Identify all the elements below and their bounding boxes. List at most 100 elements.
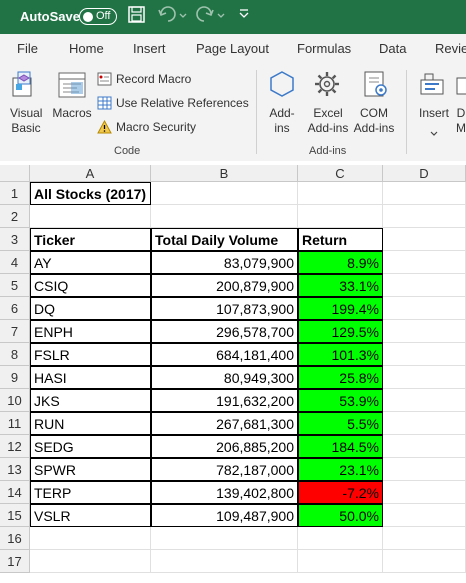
design-mode-button[interactable]: D M bbox=[456, 106, 466, 135]
volume-cell[interactable]: 684,181,400 bbox=[151, 343, 298, 366]
volume-cell[interactable]: 782,187,000 bbox=[151, 458, 298, 481]
cell[interactable] bbox=[298, 205, 383, 228]
cell[interactable] bbox=[30, 527, 151, 550]
com-add-ins-icon[interactable] bbox=[361, 70, 389, 98]
return-cell[interactable]: 23.1% bbox=[298, 458, 383, 481]
tab-data[interactable]: Data bbox=[379, 41, 407, 56]
return-cell[interactable]: 8.9% bbox=[298, 251, 383, 274]
cell[interactable] bbox=[383, 366, 466, 389]
cell[interactable] bbox=[383, 527, 466, 550]
add-ins-button[interactable]: Add-ins bbox=[269, 106, 295, 135]
volume-cell[interactable]: 109,487,900 bbox=[151, 504, 298, 527]
return-cell[interactable]: 33.1% bbox=[298, 274, 383, 297]
volume-cell[interactable]: 200,879,900 bbox=[151, 274, 298, 297]
ticker-cell[interactable]: FSLR bbox=[30, 343, 151, 366]
sheet-title-cell[interactable]: All Stocks (2017) bbox=[30, 182, 151, 205]
macro-security-button[interactable]: Macro Security bbox=[116, 120, 197, 134]
cell[interactable] bbox=[383, 504, 466, 527]
tab-home[interactable]: Home bbox=[69, 41, 104, 56]
visual-basic-button[interactable]: Visual Basic bbox=[10, 106, 43, 135]
volume-cell[interactable]: 206,885,200 bbox=[151, 435, 298, 458]
cell[interactable] bbox=[383, 251, 466, 274]
cell[interactable] bbox=[298, 550, 383, 573]
column-header-c[interactable]: C bbox=[298, 165, 383, 182]
cell[interactable] bbox=[30, 550, 151, 573]
cell[interactable] bbox=[383, 205, 466, 228]
header-cell[interactable]: Ticker bbox=[30, 228, 151, 251]
row-header[interactable]: 1 bbox=[0, 182, 30, 205]
cell[interactable] bbox=[383, 389, 466, 412]
return-cell[interactable]: 53.9% bbox=[298, 389, 383, 412]
cell[interactable] bbox=[383, 228, 466, 251]
chevron-down-icon[interactable] bbox=[430, 124, 438, 142]
excel-add-ins-button[interactable]: Excel Add-ins bbox=[307, 106, 349, 135]
return-cell[interactable]: -7.2% bbox=[298, 481, 383, 504]
macros-button[interactable]: Macros bbox=[52, 106, 92, 120]
row-header[interactable]: 11 bbox=[0, 412, 30, 435]
com-add-ins-button[interactable]: COM Add-ins bbox=[353, 106, 395, 135]
macros-icon[interactable] bbox=[57, 70, 87, 100]
cell[interactable] bbox=[383, 481, 466, 504]
column-header-a[interactable]: A bbox=[30, 165, 151, 182]
redo-icon[interactable] bbox=[196, 6, 226, 26]
return-cell[interactable]: 129.5% bbox=[298, 320, 383, 343]
row-header[interactable]: 3 bbox=[0, 228, 30, 251]
row-header[interactable]: 16 bbox=[0, 527, 30, 550]
cell[interactable] bbox=[151, 527, 298, 550]
cell[interactable] bbox=[383, 550, 466, 573]
cell[interactable] bbox=[383, 320, 466, 343]
ticker-cell[interactable]: AY bbox=[30, 251, 151, 274]
visual-basic-icon[interactable] bbox=[10, 70, 40, 100]
excel-add-ins-icon[interactable] bbox=[313, 70, 341, 98]
select-all-corner[interactable] bbox=[0, 165, 30, 182]
ticker-cell[interactable]: CSIQ bbox=[30, 274, 151, 297]
row-header[interactable]: 8 bbox=[0, 343, 30, 366]
cell[interactable] bbox=[383, 435, 466, 458]
column-header-d[interactable]: D bbox=[383, 165, 466, 182]
add-ins-icon[interactable] bbox=[268, 70, 296, 98]
cell[interactable] bbox=[383, 182, 466, 205]
insert-controls-icon[interactable] bbox=[419, 72, 447, 98]
cell[interactable] bbox=[151, 550, 298, 573]
return-cell[interactable]: 50.0% bbox=[298, 504, 383, 527]
cell[interactable] bbox=[298, 182, 383, 205]
customize-toolbar-icon[interactable] bbox=[238, 6, 250, 26]
ticker-cell[interactable]: RUN bbox=[30, 412, 151, 435]
cell[interactable] bbox=[298, 527, 383, 550]
cell[interactable] bbox=[383, 343, 466, 366]
volume-cell[interactable]: 83,079,900 bbox=[151, 251, 298, 274]
cell[interactable] bbox=[383, 458, 466, 481]
cell[interactable] bbox=[383, 412, 466, 435]
return-cell[interactable]: 101.3% bbox=[298, 343, 383, 366]
row-header[interactable]: 5 bbox=[0, 274, 30, 297]
row-header[interactable]: 7 bbox=[0, 320, 30, 343]
return-cell[interactable]: 199.4% bbox=[298, 297, 383, 320]
save-icon[interactable] bbox=[128, 6, 145, 26]
cell[interactable] bbox=[30, 205, 151, 228]
ticker-cell[interactable]: SEDG bbox=[30, 435, 151, 458]
row-header[interactable]: 14 bbox=[0, 481, 30, 504]
design-mode-icon[interactable] bbox=[455, 74, 466, 98]
ticker-cell[interactable]: DQ bbox=[30, 297, 151, 320]
ticker-cell[interactable]: HASI bbox=[30, 366, 151, 389]
volume-cell[interactable]: 139,402,800 bbox=[151, 481, 298, 504]
row-header[interactable]: 13 bbox=[0, 458, 30, 481]
row-header[interactable]: 2 bbox=[0, 205, 30, 228]
ticker-cell[interactable]: JKS bbox=[30, 389, 151, 412]
autosave-toggle[interactable]: Off bbox=[79, 8, 117, 25]
header-cell[interactable]: Return bbox=[298, 228, 383, 251]
header-cell[interactable]: Total Daily Volume bbox=[151, 228, 298, 251]
volume-cell[interactable]: 296,578,700 bbox=[151, 320, 298, 343]
volume-cell[interactable]: 80,949,300 bbox=[151, 366, 298, 389]
column-header-b[interactable]: B bbox=[151, 165, 298, 182]
volume-cell[interactable]: 107,873,900 bbox=[151, 297, 298, 320]
row-header[interactable]: 9 bbox=[0, 366, 30, 389]
ticker-cell[interactable]: VSLR bbox=[30, 504, 151, 527]
return-cell[interactable]: 5.5% bbox=[298, 412, 383, 435]
record-macro-button[interactable]: Record Macro bbox=[116, 72, 192, 86]
return-cell[interactable]: 25.8% bbox=[298, 366, 383, 389]
tab-review[interactable]: Revie bbox=[435, 41, 466, 56]
return-cell[interactable]: 184.5% bbox=[298, 435, 383, 458]
row-header[interactable]: 15 bbox=[0, 504, 30, 527]
cell[interactable] bbox=[151, 205, 298, 228]
